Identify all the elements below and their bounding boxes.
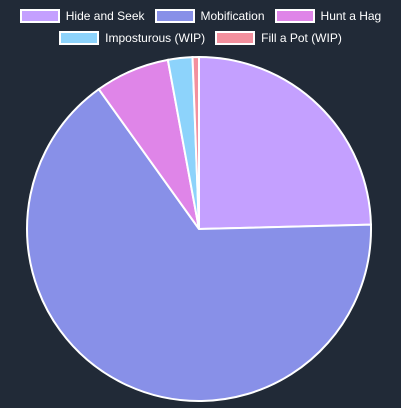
legend-swatch [59,31,100,45]
legend-label: Hide and Seek [65,9,145,23]
legend-label: Mobification [200,9,265,23]
chart-legend: Hide and Seek Mobification Hunt a Hag Impos… [0,8,401,52]
pie-slice[interactable] [26,87,372,402]
legend-item[interactable]: Imposturous (WIP) [59,31,205,45]
legend-item[interactable]: Hunt a Hag [274,9,382,23]
legend-swatch [215,31,256,45]
pie-slice[interactable] [191,55,200,230]
pie-slice[interactable] [198,55,372,231]
legend-swatch [19,9,60,23]
legend-item[interactable]: Hide and Seek [19,9,145,23]
legend-item[interactable]: Fill a Pot (WIP) [215,31,342,45]
legend-swatch [274,9,315,23]
legend-label: Hunt a Hag [320,9,382,23]
legend-item[interactable]: Mobification [154,9,265,23]
legend-swatch [154,9,195,23]
legend-label: Fill a Pot (WIP) [261,31,342,45]
legend-row: Hide and Seek Mobification Hunt a Hag [0,8,401,24]
legend-row: Imposturous (WIP) Fill a Pot (WIP) [0,30,401,46]
legend-label: Imposturous (WIP) [105,31,206,45]
